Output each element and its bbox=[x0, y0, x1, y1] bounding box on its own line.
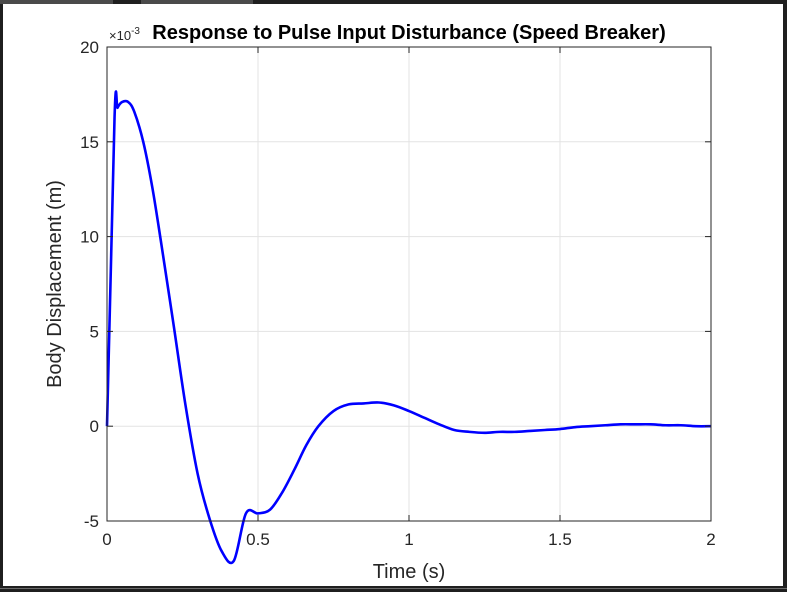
x-tick-label: 2 bbox=[706, 530, 715, 549]
x-tick-label: 1 bbox=[404, 530, 413, 549]
y-tick-label: 0 bbox=[90, 417, 99, 436]
y-tick-label: 5 bbox=[90, 322, 99, 341]
x-axis-label: Time (s) bbox=[373, 561, 446, 583]
chart-title: Response to Pulse Input Disturbance (Spe… bbox=[152, 22, 665, 44]
y-tick-label: 10 bbox=[80, 228, 99, 247]
y-exponent-label: ×10-3 bbox=[109, 26, 140, 43]
y-tick-label: 15 bbox=[80, 133, 99, 152]
tick-marks bbox=[106, 46, 712, 522]
x-tick-label: 0 bbox=[102, 530, 111, 549]
x-tick-label: 1.5 bbox=[548, 530, 572, 549]
y-axis-label: Body Displacement (m) bbox=[44, 180, 66, 388]
x-tick-label: 0.5 bbox=[246, 530, 270, 549]
y-tick-label: 20 bbox=[80, 38, 99, 57]
y-tick-label: -5 bbox=[84, 512, 99, 531]
series-line-group bbox=[105, 90, 712, 565]
top-border-segment bbox=[0, 0, 113, 4]
window-bottom-border bbox=[0, 586, 787, 592]
series-line bbox=[105, 90, 712, 565]
x-tick-labels: 0 0.5 1 1.5 2 bbox=[102, 530, 715, 549]
window-top-border bbox=[0, 0, 787, 4]
y-tick-labels: -5 0 5 10 15 20 bbox=[80, 38, 99, 531]
top-border-segment bbox=[141, 0, 253, 4]
bottom-border-line bbox=[0, 588, 787, 589]
figure-canvas: 0 0.5 1 1.5 2 -5 0 5 10 15 20 ×10-3 Response to P… bbox=[3, 4, 783, 586]
